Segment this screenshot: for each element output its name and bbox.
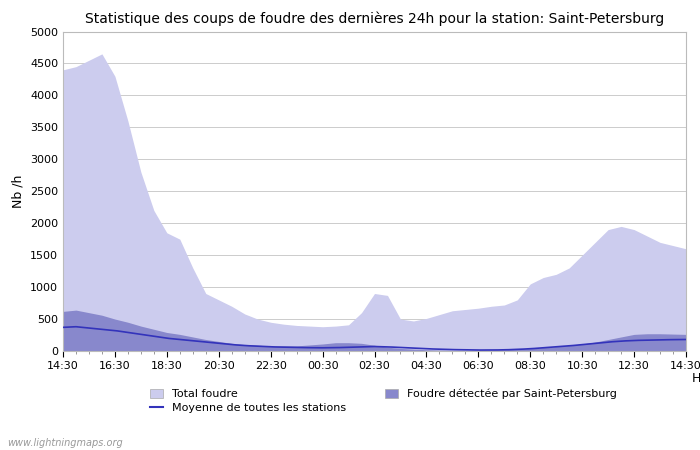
Title: Statistique des coups de foudre des dernières 24h pour la station: Saint-Petersb: Statistique des coups de foudre des dern…: [85, 12, 664, 26]
Legend: Total foudre, Moyenne de toutes les stations, Foudre détectée par Saint-Petersbu: Total foudre, Moyenne de toutes les stat…: [150, 388, 617, 413]
Text: www.lightningmaps.org: www.lightningmaps.org: [7, 438, 122, 448]
Text: Heure: Heure: [692, 372, 700, 385]
Y-axis label: Nb /h: Nb /h: [11, 175, 25, 208]
